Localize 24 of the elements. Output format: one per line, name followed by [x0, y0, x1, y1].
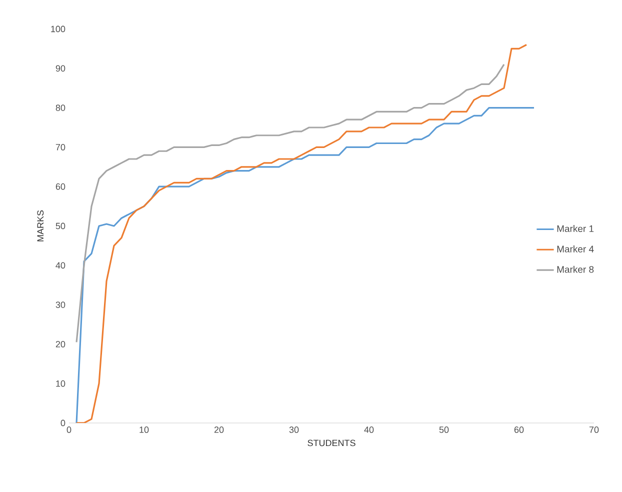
- y-tick-label: 50: [56, 222, 66, 230]
- x-tick-label: 10: [140, 426, 149, 433]
- y-tick-label: 100: [51, 26, 66, 32]
- x-tick-label: 60: [514, 426, 524, 433]
- legend-label: Marker 1: [557, 225, 594, 232]
- x-tick-label: 0: [66, 426, 72, 433]
- legend-label: Marker 8: [557, 266, 594, 273]
- x-tick-label: 20: [214, 426, 224, 433]
- y-tick-label: 20: [56, 340, 66, 348]
- x-axis-title: STUDENTS: [308, 440, 356, 446]
- y-tick-label: 30: [56, 302, 66, 308]
- legend-label: Marker 4: [557, 245, 594, 252]
- x-tick-label: 30: [289, 426, 299, 433]
- y-tick-label: 90: [56, 65, 66, 72]
- x-tick-label: 70: [589, 426, 599, 433]
- y-tick-label: 0: [60, 420, 66, 426]
- x-tick-label: 40: [364, 426, 374, 433]
- y-tick-label: 10: [56, 380, 66, 387]
- y-tick-label: 80: [56, 104, 66, 111]
- y-axis-title: MARKS: [37, 210, 44, 242]
- y-tick-label: 60: [56, 183, 66, 190]
- y-tick-label: 40: [56, 262, 66, 269]
- x-tick-label: 50: [439, 426, 449, 433]
- y-tick-label: 70: [56, 144, 66, 150]
